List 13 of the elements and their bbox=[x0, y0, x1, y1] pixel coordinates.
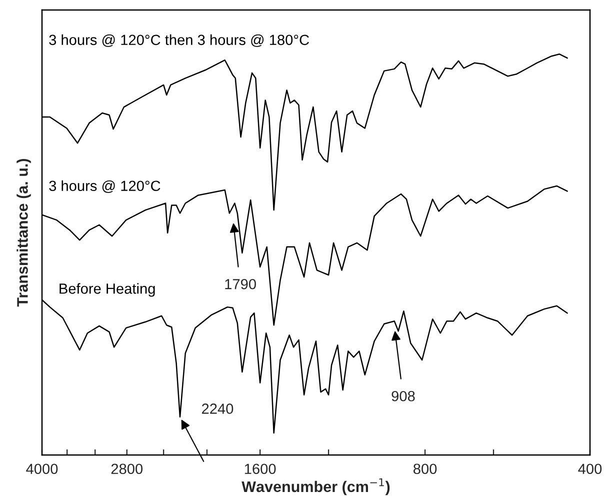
x-tick-label: 400 bbox=[578, 464, 602, 474]
annotation: 2240 bbox=[202, 404, 234, 414]
text: 3 hours @ 120°C then 3 hours @ 180°C bbox=[49, 34, 309, 47]
y-axis-title: Transmittance (a. u.) bbox=[16, 158, 31, 307]
x-tick-label: 4000 bbox=[26, 464, 58, 474]
x-axis-title: Wavenumber (cm$^{−1}$) bbox=[242, 478, 390, 496]
x-tick-label: 800 bbox=[414, 464, 437, 474]
x-tick-label: 2800 bbox=[111, 464, 143, 474]
x-tick-label: 1600 bbox=[244, 464, 276, 474]
series-label: Before Heating bbox=[60, 283, 155, 297]
series-label: 3 hours @ 120°C bbox=[49, 180, 160, 193]
annotation: 1790 bbox=[225, 278, 256, 290]
annotation: 908 bbox=[392, 390, 415, 402]
